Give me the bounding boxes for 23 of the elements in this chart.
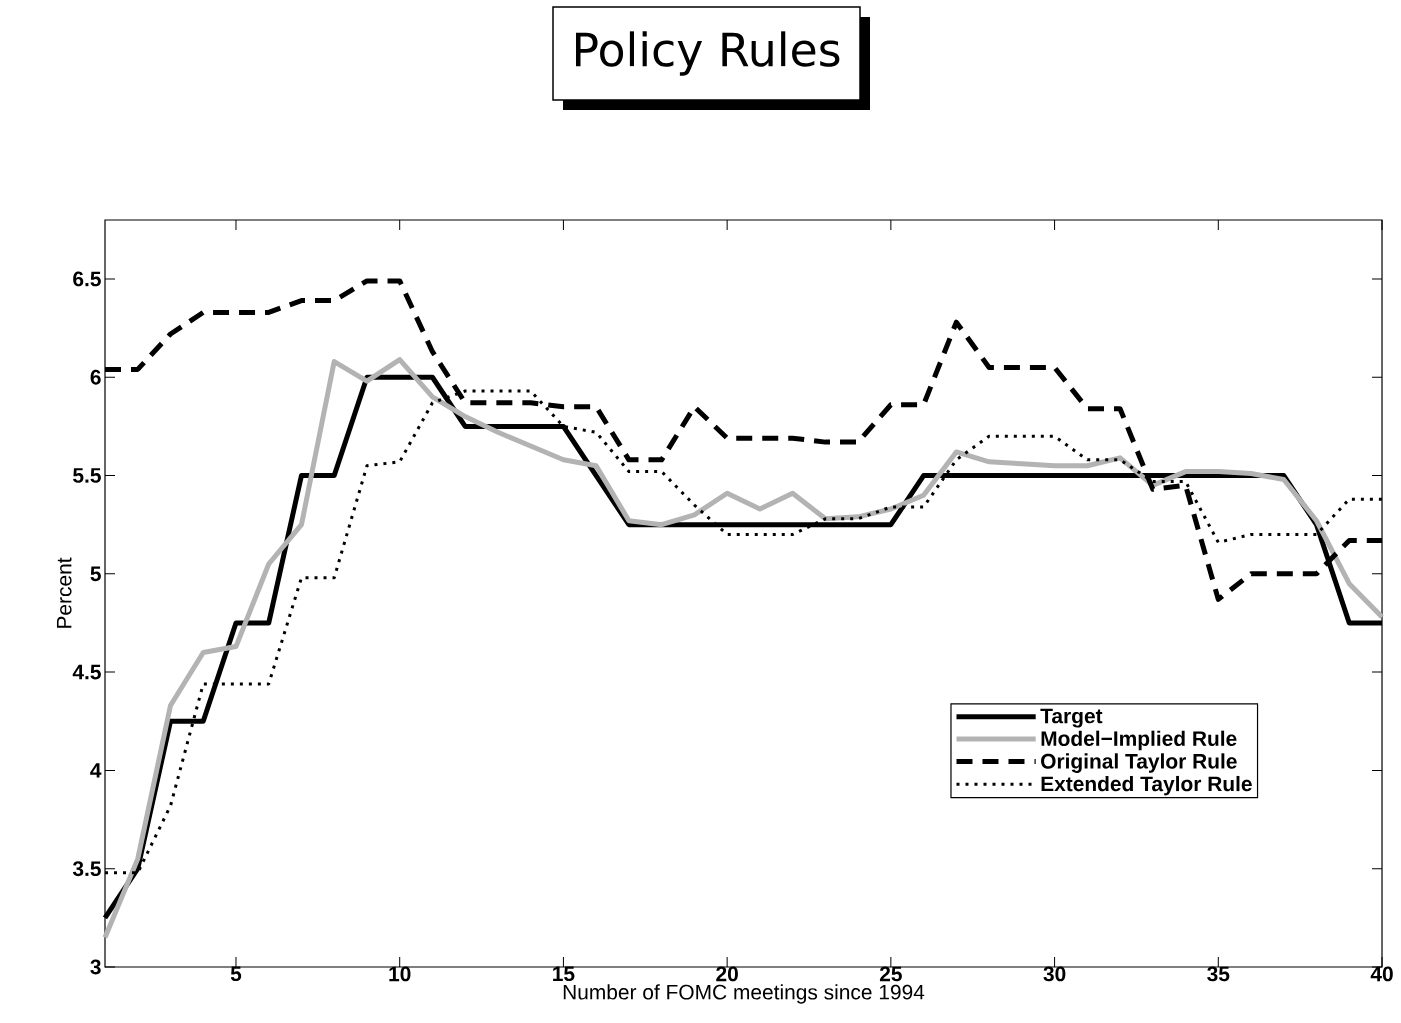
x-tick-label: 10 [389,966,411,982]
x-tick-label: 20 [716,966,738,982]
x-tick-label: 25 [879,966,902,982]
y-tick-label: 4 [90,763,102,778]
legend-label: Original Taylor Rule [1041,753,1237,773]
chart-title: Policy Rules [576,31,840,76]
legend-label: Target [1040,708,1103,728]
y-tick-label: 5 [90,566,101,582]
x-tick-label: 5 [230,966,242,982]
y-tick-label: 6.5 [73,271,101,287]
x-tick-label: 35 [1207,966,1230,982]
legend-label: Model−Implied Rule [1041,730,1237,751]
y-tick-label: 6 [90,369,101,385]
x-axis-title: Number of FOMC meetings since 1994 [563,984,925,1004]
y-tick-label: 3.5 [72,861,101,877]
legend-label: Extended Taylor Rule [1041,775,1252,796]
y-tick-label: 5.5 [73,468,101,483]
y-axis-title: Percent [56,557,72,628]
y-tick-label: 4.5 [72,664,101,680]
x-tick-label: 15 [553,966,575,982]
x-tick-label: 30 [1043,966,1066,982]
x-tick-label: 40 [1370,966,1393,982]
y-tick-label: 3 [90,959,101,975]
